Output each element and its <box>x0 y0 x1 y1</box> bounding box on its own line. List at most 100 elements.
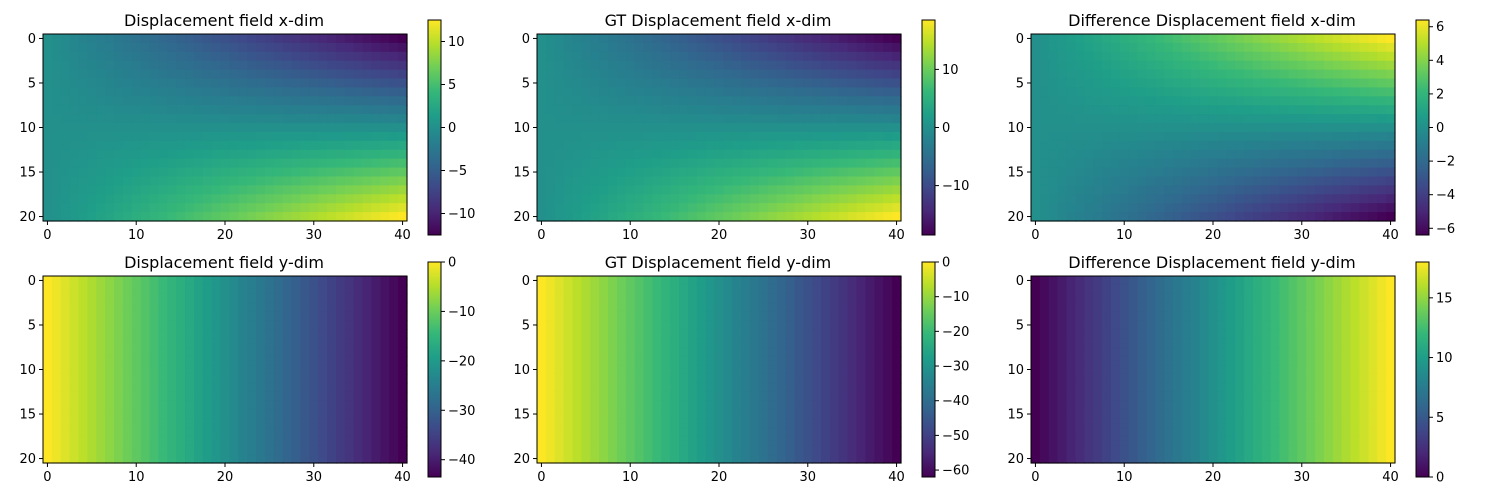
heatmap-cell <box>1208 167 1219 178</box>
heatmap-cell <box>1128 338 1139 348</box>
heatmap-cell <box>318 42 328 53</box>
heatmap-cell <box>679 284 689 295</box>
heatmap-cell <box>696 149 707 160</box>
heatmap-cell <box>158 454 168 464</box>
heatmap-cell <box>537 87 547 97</box>
heatmap-cell <box>1279 356 1290 366</box>
heatmap-cell <box>1279 34 1290 44</box>
heatmap-cell <box>670 69 680 80</box>
heatmap-cell <box>105 320 115 331</box>
heatmap-cell <box>211 373 222 384</box>
heatmap-cell <box>69 69 80 80</box>
heatmap-cell <box>256 356 266 366</box>
heatmap-cell <box>1270 123 1281 133</box>
heatmap-cell <box>767 158 778 169</box>
heatmap-cell <box>750 454 760 464</box>
heatmap-cell <box>371 365 381 375</box>
heatmap-cell <box>554 131 565 142</box>
heatmap-cell <box>590 131 600 142</box>
colorbar-tick-label: −2 <box>1436 155 1455 170</box>
heatmap-cell <box>238 185 248 195</box>
heatmap-cell <box>865 78 875 89</box>
heatmap-cell <box>131 356 142 366</box>
heatmap-cell <box>1146 194 1156 204</box>
heatmap-cell <box>344 194 355 204</box>
heatmap-cell <box>838 185 849 195</box>
heatmap-cell <box>545 185 556 195</box>
heatmap-cell <box>563 69 574 80</box>
heatmap-cell <box>1066 338 1076 348</box>
heatmap-cell <box>892 42 902 53</box>
heatmap-cell <box>794 373 804 384</box>
heatmap-cell <box>865 427 875 437</box>
heatmap-cell <box>1377 123 1387 133</box>
heatmap-cell <box>679 51 689 62</box>
heatmap-cell <box>291 212 302 222</box>
heatmap-cell <box>362 302 373 313</box>
heatmap-cell <box>758 409 769 420</box>
heatmap-cell <box>590 185 600 195</box>
heatmap-cell <box>1039 51 1050 62</box>
y-tick-label: 0 <box>28 32 36 47</box>
heatmap-cell <box>767 293 778 304</box>
heatmap-cell <box>1048 114 1059 124</box>
colorbar-tick-label: −40 <box>942 394 969 409</box>
heatmap-cell <box>883 194 893 204</box>
heatmap-cell <box>176 347 186 357</box>
heatmap-cell <box>51 51 62 62</box>
heatmap-cell <box>69 356 80 366</box>
heatmap-cell <box>1173 194 1183 204</box>
heatmap-cell <box>865 87 875 97</box>
heatmap-cell <box>335 212 346 222</box>
heatmap-cell <box>149 203 160 213</box>
heatmap-cell <box>1270 69 1281 80</box>
heatmap-cell <box>590 454 600 464</box>
heatmap-cell <box>537 382 547 393</box>
heatmap-cell <box>892 347 902 357</box>
heatmap-cell <box>652 78 662 89</box>
heatmap-cell <box>723 356 733 366</box>
heatmap-cell <box>821 140 831 151</box>
heatmap-cell <box>380 436 390 446</box>
heatmap-cell <box>389 149 399 160</box>
heatmap-cell <box>1297 185 1307 195</box>
heatmap-cell <box>96 203 106 213</box>
heatmap-cell <box>608 42 618 53</box>
heatmap-cell <box>1173 149 1183 160</box>
heatmap-cell <box>1075 34 1085 44</box>
heatmap-cell <box>741 329 751 339</box>
heatmap-cell <box>705 78 716 89</box>
heatmap-cell <box>1377 356 1387 366</box>
heatmap-cell <box>758 445 769 455</box>
heatmap-cell <box>1279 347 1290 357</box>
heatmap-cell <box>767 194 778 204</box>
heatmap-cell <box>149 320 160 331</box>
heatmap-cell <box>158 212 168 222</box>
heatmap-cell <box>892 123 902 133</box>
heatmap-cell <box>1208 373 1219 384</box>
heatmap-cell <box>767 203 778 213</box>
heatmap-cell <box>1155 176 1165 186</box>
heatmap-cell <box>1066 87 1076 97</box>
heatmap-cell <box>282 78 293 89</box>
heatmap-cell <box>1217 123 1227 133</box>
heatmap-cell <box>856 114 867 124</box>
heatmap-cell <box>1146 149 1156 160</box>
heatmap-cell <box>43 293 53 304</box>
heatmap-cell <box>202 338 213 348</box>
heatmap-cell <box>1093 194 1103 204</box>
heatmap-cell <box>273 158 284 169</box>
heatmap-cell <box>696 123 707 133</box>
heatmap-cell <box>625 78 636 89</box>
y-tick-label: 10 <box>19 363 36 378</box>
heatmap-cell <box>389 427 399 437</box>
heatmap-cell <box>193 284 204 295</box>
heatmap-cell <box>1137 87 1148 97</box>
heatmap-cell <box>767 445 778 455</box>
heatmap-cell <box>1181 185 1192 195</box>
heatmap-cell <box>1075 373 1085 384</box>
heatmap-cell <box>1075 69 1085 80</box>
y-tick-label: 0 <box>1016 32 1024 47</box>
heatmap-cell <box>309 123 319 133</box>
y-tick-label: 5 <box>522 318 530 333</box>
